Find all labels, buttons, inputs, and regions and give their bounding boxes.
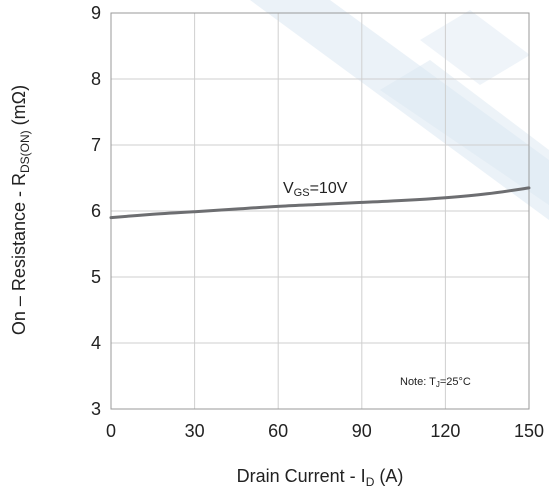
x-tick-label: 60 — [268, 421, 288, 441]
series-line — [109, 186, 531, 220]
y-tick-label: 4 — [91, 333, 101, 353]
y-tick-label: 7 — [91, 135, 101, 155]
series-group — [109, 186, 531, 220]
y-tick-label: 3 — [91, 399, 101, 419]
plot-area — [110, 12, 530, 410]
x-tick-label: 150 — [514, 421, 544, 441]
y-axis-ticks: 3 4 5 6 7 8 9 — [91, 3, 101, 419]
x-tick-label: 0 — [106, 421, 116, 441]
y-tick-label: 8 — [91, 69, 101, 89]
y-tick-label: 6 — [91, 201, 101, 221]
series-label: VGS=10V — [283, 180, 348, 199]
x-tick-label: 90 — [352, 421, 372, 441]
y-tick-label: 9 — [91, 3, 101, 23]
note-annotation: Note: TJ=25°C — [400, 376, 471, 389]
watermark-logo — [250, 0, 549, 220]
x-axis-label: Drain Current - ID (A) — [237, 466, 404, 489]
y-axis-label: On – Resistance - RDS(ON) (mΩ) — [9, 85, 32, 335]
y-tick-label: 5 — [91, 267, 101, 287]
x-tick-label: 30 — [185, 421, 205, 441]
x-tick-label: 120 — [430, 421, 460, 441]
x-axis-ticks: 0 30 60 90 120 150 — [106, 421, 544, 441]
